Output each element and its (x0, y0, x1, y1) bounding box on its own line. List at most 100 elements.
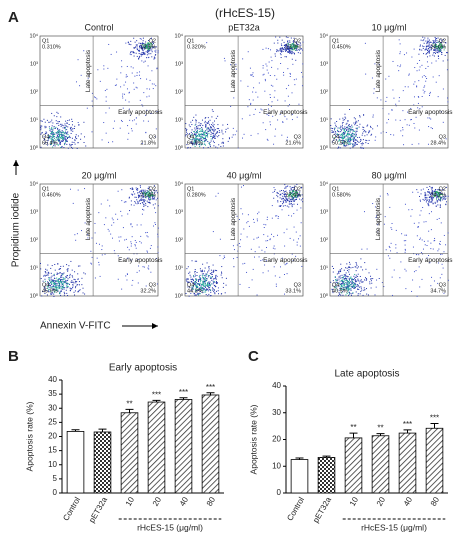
bar (120, 412, 139, 494)
dot (281, 47, 283, 49)
dot (195, 280, 197, 282)
dot (430, 46, 432, 48)
dot (343, 269, 345, 271)
dot (209, 287, 211, 289)
dot (203, 285, 205, 287)
dots (330, 36, 449, 149)
dot (340, 294, 342, 296)
dot (140, 235, 142, 237)
dot (190, 139, 192, 141)
dot (186, 128, 188, 130)
dot (200, 137, 202, 139)
dot (82, 287, 84, 289)
dot (61, 288, 63, 290)
dot (154, 54, 156, 56)
dot (208, 290, 210, 292)
dot (191, 133, 193, 135)
dot (61, 123, 63, 125)
dot (145, 114, 147, 116)
dot (445, 244, 447, 246)
dot (139, 190, 141, 192)
dot (60, 131, 62, 133)
dot (404, 251, 406, 253)
dot (48, 289, 50, 291)
dot (189, 274, 191, 276)
dot (195, 136, 197, 138)
dot (211, 272, 213, 274)
dot (429, 194, 431, 196)
dot (63, 134, 65, 136)
dot (289, 51, 291, 53)
dot (69, 145, 71, 147)
dot (134, 75, 136, 77)
dot (431, 201, 433, 203)
dot (333, 137, 335, 139)
dot (354, 287, 356, 289)
dot (268, 61, 270, 63)
dot (344, 279, 346, 281)
dot (185, 134, 187, 136)
dot (296, 43, 298, 45)
dot (129, 188, 131, 190)
dot (150, 245, 152, 247)
y-axis-label: Apoptosis rate (%) (24, 401, 34, 471)
dot (359, 293, 361, 295)
dot (432, 76, 434, 78)
dot (62, 279, 64, 281)
dot (66, 133, 68, 135)
dot (439, 50, 441, 52)
dot (68, 136, 70, 138)
dot (343, 289, 345, 291)
dot (233, 258, 235, 260)
dot (57, 280, 59, 282)
y-tick-label: 25 (48, 417, 57, 426)
quadrant-name: Q2 (294, 38, 301, 44)
dot (351, 132, 353, 134)
dot (430, 41, 432, 43)
dot (47, 264, 49, 266)
dot (122, 227, 124, 229)
dot (291, 42, 293, 44)
dot (240, 208, 242, 210)
dot (375, 286, 377, 288)
dot (262, 272, 264, 274)
dot (190, 276, 192, 278)
dot (149, 202, 151, 204)
dot (206, 122, 208, 124)
dot (292, 200, 294, 202)
dot (53, 293, 55, 295)
dot (346, 127, 348, 129)
dot (434, 195, 436, 197)
dot (435, 46, 437, 48)
dot (74, 234, 76, 236)
dot (105, 132, 107, 134)
dot (221, 271, 223, 273)
dot (84, 293, 86, 295)
dot (207, 274, 209, 276)
dot (302, 41, 304, 43)
dot (74, 271, 76, 273)
dot (354, 124, 356, 126)
dot (136, 271, 138, 273)
dot (281, 197, 283, 199)
dot (155, 46, 157, 48)
dot (410, 119, 412, 121)
dot (422, 188, 424, 190)
dot (415, 254, 417, 256)
dot (429, 185, 431, 187)
dot (210, 277, 212, 279)
dot (280, 54, 282, 56)
dot (254, 251, 256, 253)
dot (98, 212, 100, 214)
dot (285, 46, 287, 48)
dot (340, 128, 342, 130)
dot (63, 272, 65, 274)
dot (367, 294, 369, 296)
dot (404, 119, 406, 121)
dot (207, 117, 209, 119)
dot (362, 147, 364, 149)
dot (208, 120, 210, 122)
dot (47, 281, 49, 283)
dot (208, 285, 210, 287)
dot (130, 243, 132, 245)
